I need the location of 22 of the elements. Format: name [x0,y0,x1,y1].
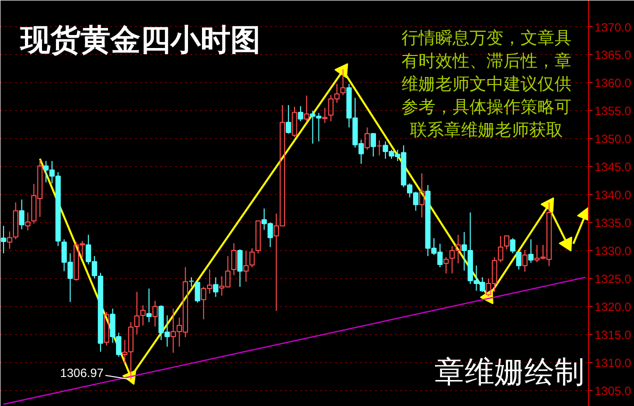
y-tick-label: 1330.0 [594,244,632,258]
y-tick-label: 1350.0 [594,132,632,146]
y-tick-label: 1305.0 [594,384,632,398]
annotation: 维姗老师文中建议仅供 [402,74,572,94]
y-tick-label: 1355.0 [594,104,632,118]
y-tick-label: 1360.0 [594,76,632,90]
y-tick-label: 1370.0 [594,20,632,34]
annotation: 参考，具体操作策略可 [402,98,572,118]
annotation: 章维姗绘制 [434,355,584,390]
annotation: 1306.97 [60,366,104,380]
y-tick-label: 1340.0 [594,188,632,202]
annotation: 行情瞬息万变，文章具 [402,28,572,48]
y-tick-label: 1325.0 [594,272,632,286]
y-tick-label: 1315.0 [594,328,632,342]
y-tick-label: 1365.0 [594,48,632,62]
y-tick-label: 1335.0 [594,216,632,230]
y-tick-label: 1345.0 [594,160,632,174]
annotation: 有时效性、滞后性，章 [402,52,572,72]
text: 现货黄金四小时图 [20,23,260,58]
y-tick-label: 1320.0 [594,300,632,314]
y-tick-label: 1310.0 [594,356,632,370]
annotation: 联系章维姗老师获取 [410,120,563,140]
